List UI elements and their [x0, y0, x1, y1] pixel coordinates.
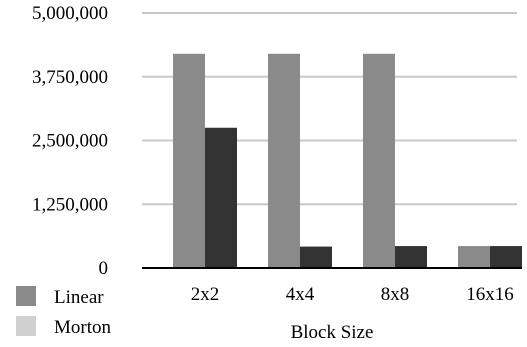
bar-morton-2x2 — [205, 127, 237, 268]
bar-linear-4x4 — [268, 53, 300, 268]
legend-label-linear: Linear — [54, 287, 104, 308]
bar-linear-16x16 — [458, 246, 490, 268]
bar-morton-4x4 — [300, 246, 332, 268]
x-category-label: 4x4 — [286, 284, 315, 305]
bar-linear-2x2 — [173, 53, 205, 268]
legend-label-morton: Morton — [54, 317, 112, 338]
x-axis-category-labels: 2x2 4x4 8x8 16x16 — [191, 284, 514, 305]
y-tick-label: 2,500,000 — [32, 131, 108, 152]
y-tick-label: 0 — [99, 258, 109, 279]
bar-linear-8x8 — [363, 53, 395, 268]
legend-swatch-linear — [16, 286, 36, 306]
bar-morton-8x8 — [395, 246, 427, 268]
x-axis-title: Block Size — [291, 322, 374, 343]
bar-morton-16x16 — [490, 246, 522, 268]
bars — [173, 53, 522, 268]
y-axis-tick-labels: 0 1,250,000 2,500,000 3,750,000 5,000,000 — [32, 3, 108, 279]
y-tick-label: 1,250,000 — [32, 194, 108, 215]
legend: Linear Morton — [16, 286, 112, 338]
y-tick-label: 3,750,000 — [32, 67, 108, 88]
y-tick-label: 5,000,000 — [32, 3, 108, 24]
x-category-label: 8x8 — [381, 284, 410, 305]
legend-swatch-morton — [16, 316, 36, 336]
x-category-label: 16x16 — [466, 284, 514, 305]
x-category-label: 2x2 — [191, 284, 220, 305]
